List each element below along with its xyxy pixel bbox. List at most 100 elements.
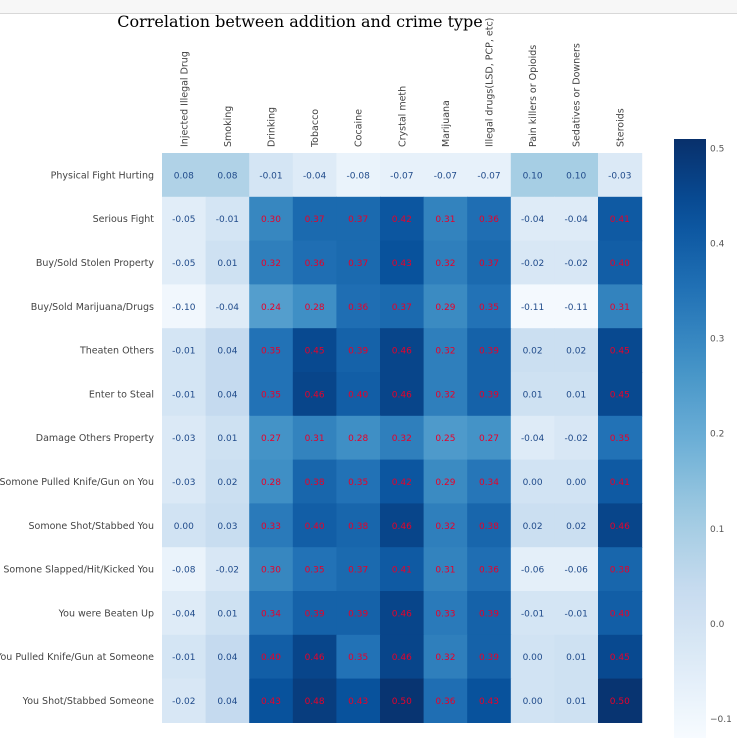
cell-value-label: 0.32 — [435, 390, 455, 400]
cell-value-label: 0.38 — [479, 522, 499, 532]
cell-value-label: 0.39 — [479, 390, 499, 400]
row-label: Serious Fight — [93, 214, 155, 225]
colorbar-tick-label: −0.1 — [710, 715, 732, 725]
heatmap-cell — [336, 678, 381, 723]
heatmap-cell — [162, 547, 207, 592]
heatmap-cell — [292, 547, 337, 592]
heatmap-cell — [336, 503, 381, 548]
heatmap-cell — [205, 591, 250, 636]
heatmap-cell — [423, 503, 468, 548]
cell-value-label: 0.02 — [523, 347, 543, 357]
colorbar-tick-label: 0.3 — [710, 335, 724, 345]
cell-value-label: -0.02 — [216, 566, 239, 576]
heatmap-cell — [467, 678, 512, 723]
heatmap-cell — [380, 284, 425, 329]
column-label: Smoking — [223, 106, 234, 147]
heatmap-cell — [162, 153, 207, 198]
cell-value-label: -0.01 — [172, 653, 195, 663]
cell-value-label: 0.32 — [261, 259, 281, 269]
cell-value-label: 0.04 — [217, 390, 237, 400]
cell-value-label: 0.01 — [217, 609, 237, 619]
cell-value-label: 0.46 — [392, 390, 412, 400]
heatmap-cell — [423, 240, 468, 285]
heatmap-cell — [598, 196, 643, 242]
heatmap-cell — [423, 372, 468, 417]
heatmap-cell — [292, 196, 337, 242]
heatmap-cell — [423, 634, 468, 680]
cell-value-label: 0.36 — [305, 259, 325, 269]
cell-value-label: -0.01 — [172, 390, 195, 400]
cell-value-label: 0.38 — [305, 478, 325, 488]
heatmap-cell — [510, 240, 555, 285]
heatmap-cell — [249, 240, 294, 285]
column-label: Sedatives or Downers — [572, 43, 583, 147]
heatmap-cell — [467, 415, 512, 461]
cell-value-label: 0.36 — [435, 697, 455, 707]
column-label: Steroids — [615, 108, 626, 147]
row-label: Theaten Others — [79, 346, 154, 357]
cell-value-label: -0.04 — [521, 434, 545, 444]
heatmap-cell — [510, 459, 555, 504]
heatmap-cell — [423, 547, 468, 592]
colorbar-tick-label: 0.4 — [710, 240, 725, 250]
heatmap-cell — [162, 459, 207, 504]
heatmap-cell — [554, 284, 599, 329]
cell-value-label: 0.37 — [348, 259, 368, 269]
cell-value-label: 0.35 — [479, 303, 499, 313]
heatmap-cell — [467, 547, 512, 592]
cell-value-label: -0.07 — [434, 171, 457, 181]
cell-value-label: 0.00 — [523, 478, 543, 488]
cell-value-label: 0.45 — [610, 390, 630, 400]
heatmap-cell — [554, 547, 599, 592]
heatmap-cell — [510, 415, 555, 461]
heatmap-cell — [205, 634, 250, 680]
cell-value-label: -0.02 — [172, 697, 195, 707]
cell-value-label: 0.32 — [435, 653, 455, 663]
heatmap-cell — [554, 503, 599, 548]
heatmap-cell — [292, 503, 337, 548]
cell-value-label: 0.28 — [305, 303, 325, 313]
cell-value-label: -0.01 — [216, 215, 239, 225]
cell-value-label: 0.41 — [392, 566, 412, 576]
heatmap-cell — [162, 240, 207, 285]
cell-value-label: 0.33 — [435, 609, 455, 619]
heatmap-cell — [162, 284, 207, 329]
heatmap-cell — [598, 240, 643, 285]
cell-value-label: 0.50 — [392, 697, 412, 707]
heatmap-cell — [205, 196, 250, 242]
heatmap-cell — [336, 547, 381, 592]
cell-value-label: 0.46 — [305, 390, 325, 400]
cell-value-label: 0.04 — [217, 653, 237, 663]
heatmap-cell — [336, 196, 381, 242]
cell-value-label: 0.39 — [305, 609, 325, 619]
cell-value-label: 0.34 — [479, 478, 499, 488]
cell-value-label: 0.40 — [610, 259, 630, 269]
row-label: Somone Slapped/Hit/Kicked You — [3, 565, 154, 576]
cell-value-label: 0.48 — [305, 697, 325, 707]
heatmap-cell — [205, 547, 250, 592]
cell-value-label: 0.46 — [392, 609, 412, 619]
heatmap-cell — [554, 459, 599, 504]
cell-value-label: 0.03 — [217, 522, 237, 532]
column-label: Cocaine — [354, 109, 365, 147]
cell-value-label: -0.11 — [521, 303, 544, 313]
heatmap-cell — [380, 153, 425, 198]
row-label: You were Beaten Up — [58, 608, 154, 619]
heatmap-cell — [554, 240, 599, 285]
cell-value-label: 0.00 — [523, 653, 543, 663]
colorbar-tick-label: 0.5 — [710, 145, 724, 155]
cell-value-label: 0.29 — [435, 303, 455, 313]
heatmap-cell — [598, 459, 643, 504]
cell-value-label: 0.01 — [566, 697, 586, 707]
heatmap-cell — [510, 153, 555, 198]
heatmap-cell — [423, 328, 468, 373]
colorbar-tick-label: 0.1 — [710, 525, 724, 535]
cell-value-label: -0.02 — [521, 259, 544, 269]
cell-value-label: 0.27 — [479, 434, 499, 444]
heatmap-cell — [249, 459, 294, 504]
heatmap-cell — [598, 591, 643, 636]
heatmap-cell — [162, 372, 207, 417]
heatmap-cell — [205, 153, 250, 198]
cell-value-label: 0.39 — [348, 609, 368, 619]
cell-value-label: 0.43 — [392, 259, 412, 269]
